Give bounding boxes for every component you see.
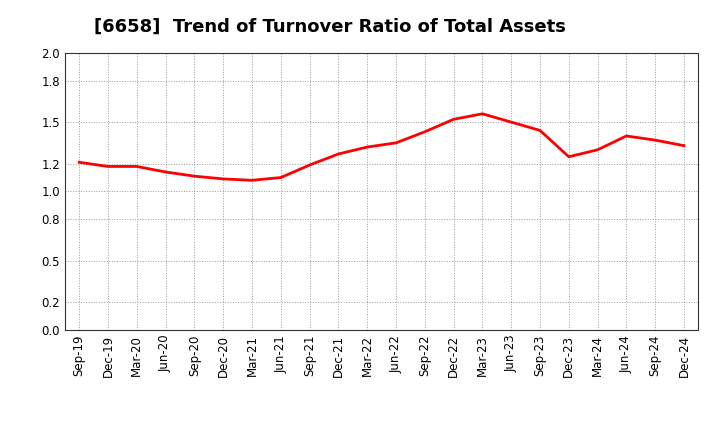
Text: [6658]  Trend of Turnover Ratio of Total Assets: [6658] Trend of Turnover Ratio of Total …: [94, 18, 565, 36]
